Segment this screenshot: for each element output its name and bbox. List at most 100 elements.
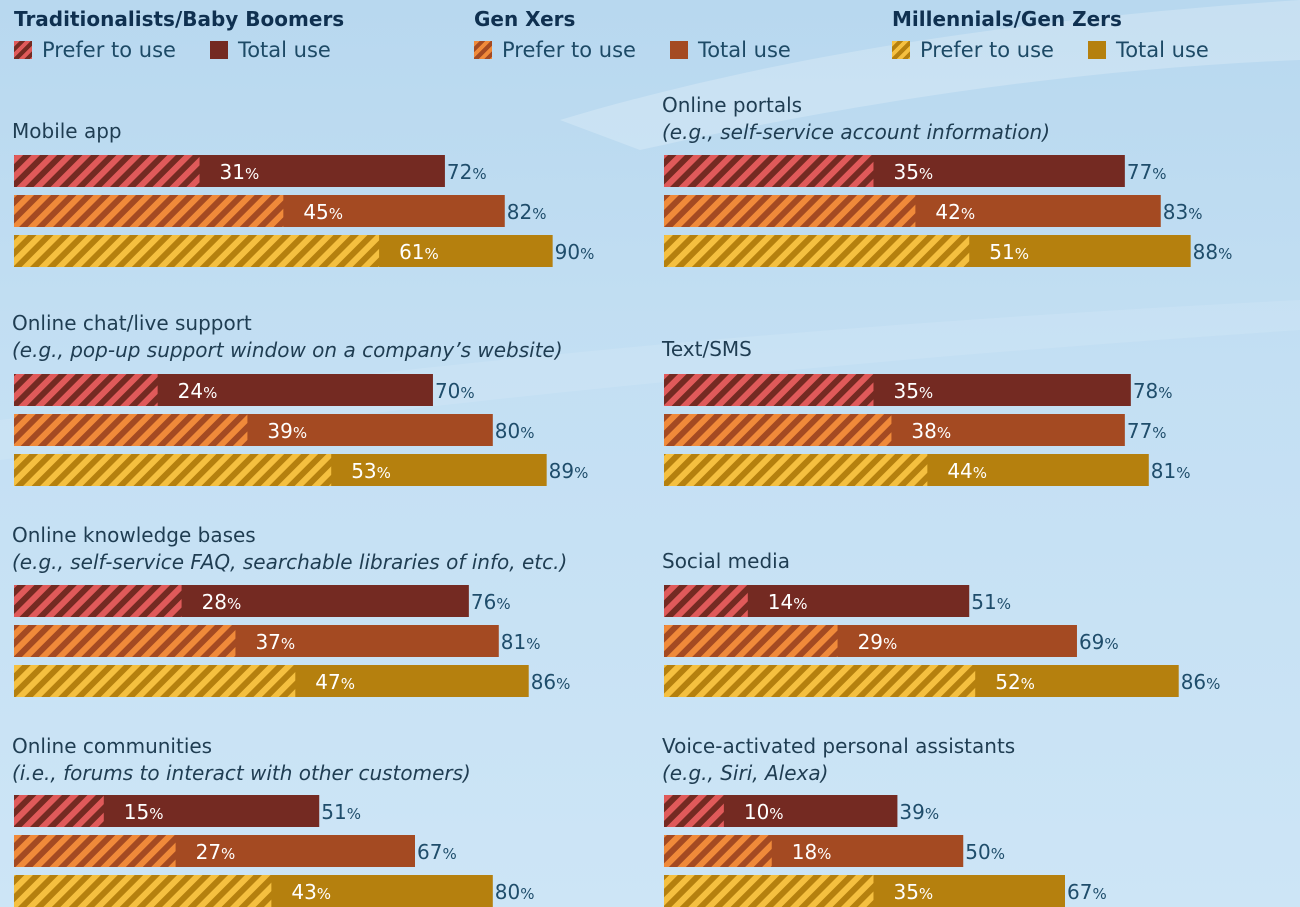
legend-item-prefer: Prefer to use xyxy=(14,38,176,62)
data-label-total: 90% xyxy=(555,240,595,264)
data-label-total: 80% xyxy=(495,880,535,904)
bar-prefer-to-use xyxy=(14,585,182,617)
panel-title-knowledge-bases: Online knowledge bases (e.g., self-servi… xyxy=(12,522,567,576)
legend-item-total: Total use xyxy=(1087,38,1209,62)
legend-swatch-total xyxy=(1087,41,1106,59)
panel-title: Online knowledge bases xyxy=(12,523,256,547)
panel-title-social-media: Social media xyxy=(662,548,790,575)
panel-title-online-chat: Online chat/live support (e.g., pop-up s… xyxy=(12,310,563,364)
panel-title-online-communities: Online communities (i.e., forums to inte… xyxy=(12,733,471,787)
bar-prefer-to-use xyxy=(14,795,104,827)
panel-title-online-portals: Online portals (e.g., self-service accou… xyxy=(662,92,1050,146)
bar-prefer-to-use xyxy=(14,414,248,446)
bar-prefer-to-use xyxy=(664,195,916,227)
bar-prefer-to-use xyxy=(664,585,748,617)
legend-swatch-prefer xyxy=(14,41,32,59)
bar-prefer-to-use xyxy=(14,374,158,406)
panel-note: (e.g., pop-up support window on a compan… xyxy=(12,338,563,362)
bar-prefer-to-use xyxy=(664,235,970,267)
legend-item-prefer: Prefer to use xyxy=(892,38,1054,62)
bar-prefer-to-use xyxy=(664,625,838,657)
legend-swatch-total xyxy=(669,41,688,59)
legend-item-total: Total use xyxy=(209,38,331,62)
panel-title: Social media xyxy=(662,549,790,573)
bar-prefer-to-use xyxy=(664,414,892,446)
legend-group-genx: Gen Xers Prefer to use Total use xyxy=(474,6,791,62)
legend-row: Prefer to use Total use xyxy=(474,38,791,62)
data-label-total: 50% xyxy=(965,840,1005,864)
panel-title: Online chat/live support xyxy=(12,311,252,335)
bar-prefer-to-use xyxy=(664,875,874,907)
panel-title: Voice-activated personal assistants xyxy=(662,734,1016,758)
legend-swatch-total xyxy=(209,41,228,59)
data-label-total: 80% xyxy=(495,419,535,443)
panel-title: Online communities xyxy=(12,734,213,758)
data-label-total: 82% xyxy=(507,200,547,224)
data-label-total: 67% xyxy=(1067,880,1107,904)
legend-label-prefer: Prefer to use xyxy=(42,38,176,62)
data-label-total: 89% xyxy=(549,459,589,483)
panel-title: Online portals xyxy=(662,93,803,117)
panel-note: (e.g., self-service FAQ, searchable libr… xyxy=(12,550,568,574)
data-label-total: 39% xyxy=(899,800,939,824)
legend-label-total: Total use xyxy=(237,38,331,62)
legend-row: Prefer to use Total use xyxy=(14,38,344,62)
legend-swatch-prefer xyxy=(474,41,492,59)
data-label-total: 81% xyxy=(1151,459,1191,483)
panel-title-voice-assistants: Voice-activated personal assistants (e.g… xyxy=(662,733,1015,787)
data-label-prefer: 44% xyxy=(947,459,987,483)
data-label-total: 51% xyxy=(971,590,1011,614)
bar-prefer-to-use xyxy=(664,835,772,867)
data-label-total: 67% xyxy=(417,840,457,864)
legend-label-prefer: Prefer to use xyxy=(502,38,636,62)
data-label-prefer: 35% xyxy=(893,379,933,403)
bar-prefer-to-use xyxy=(14,195,284,227)
bar-prefer-to-use xyxy=(664,155,874,187)
panel-title-mobile-app: Mobile app xyxy=(12,118,122,145)
data-label-total: 86% xyxy=(1181,670,1221,694)
data-label-total: 86% xyxy=(531,670,571,694)
data-label-prefer: 28% xyxy=(202,590,242,614)
data-label-total: 77% xyxy=(1127,160,1167,184)
panel-note: (e.g., Siri, Alexa) xyxy=(662,761,829,785)
panel-title: Text/SMS xyxy=(662,337,752,361)
legend-group-boomers: Traditionalists/Baby Boomers Prefer to u… xyxy=(14,6,344,62)
legend-item-prefer: Prefer to use xyxy=(474,38,636,62)
legend-group-title: Traditionalists/Baby Boomers xyxy=(14,7,345,31)
bar-prefer-to-use xyxy=(14,155,200,187)
panel-note: (e.g., self-service account information) xyxy=(662,120,1051,144)
data-label-total: 78% xyxy=(1133,379,1173,403)
data-label-total: 72% xyxy=(447,160,487,184)
bar-prefer-to-use xyxy=(664,665,976,697)
data-label-prefer: 14% xyxy=(768,590,808,614)
data-label-total: 77% xyxy=(1127,419,1167,443)
legend-group-millennials: Millennials/Gen Zers Prefer to use Total… xyxy=(892,6,1209,62)
bar-prefer-to-use xyxy=(14,875,272,907)
bar-prefer-to-use xyxy=(664,454,928,486)
bar-prefer-to-use xyxy=(14,625,236,657)
legend-swatch-prefer xyxy=(892,41,910,59)
bar-prefer-to-use xyxy=(664,374,874,406)
panel-title: Mobile app xyxy=(12,119,122,143)
panel-note: (i.e., forums to interact with other cus… xyxy=(12,761,471,785)
data-label-total: 83% xyxy=(1163,200,1203,224)
legend-label-prefer: Prefer to use xyxy=(920,38,1054,62)
panel-title-text-sms: Text/SMS xyxy=(662,336,752,363)
data-label-total: 69% xyxy=(1079,630,1119,654)
data-label-prefer: 10% xyxy=(744,800,784,824)
legend-label-total: Total use xyxy=(1115,38,1209,62)
data-label-total: 51% xyxy=(321,800,361,824)
legend-group-title: Millennials/Gen Zers xyxy=(892,7,1122,31)
data-label-total: 76% xyxy=(471,590,511,614)
data-label-total: 88% xyxy=(1193,240,1233,264)
bar-prefer-to-use xyxy=(14,835,176,867)
bar-prefer-to-use xyxy=(14,665,296,697)
data-label-prefer: 18% xyxy=(792,840,832,864)
data-label-total: 70% xyxy=(435,379,475,403)
legend-group-title: Gen Xers xyxy=(474,7,576,31)
legend-row: Prefer to use Total use xyxy=(892,38,1209,62)
data-label-prefer: 53% xyxy=(351,459,391,483)
legend-label-total: Total use xyxy=(697,38,791,62)
data-label-total: 81% xyxy=(501,630,541,654)
